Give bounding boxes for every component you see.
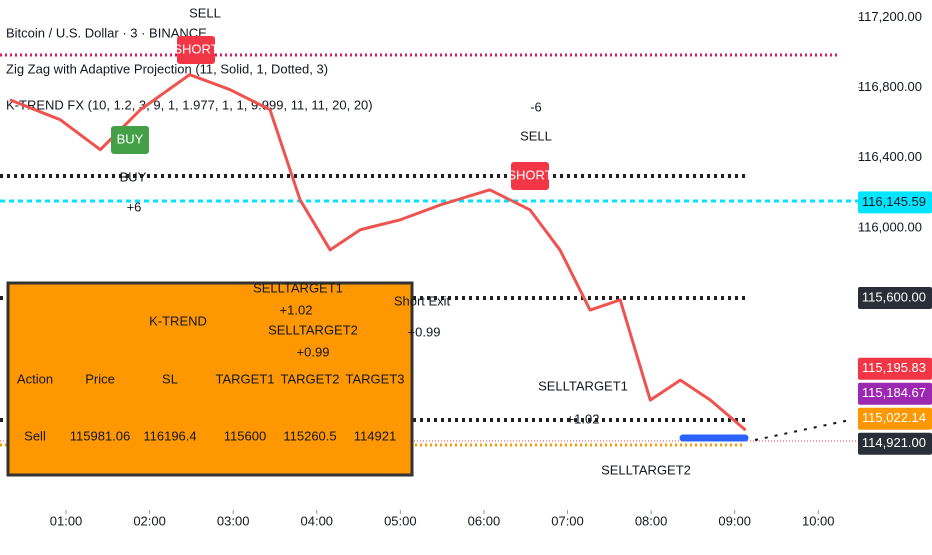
x-tick-label: 05:00 — [384, 513, 417, 528]
signal-label: SHORT — [507, 167, 552, 182]
table-header: TARGET3 — [346, 371, 405, 386]
x-tick-label: 02:00 — [133, 513, 166, 528]
table-header: Action — [17, 371, 53, 386]
signal-badge — [511, 162, 549, 190]
price-tag-label: 115,600.00 — [862, 289, 926, 304]
table-header: Price — [85, 371, 115, 386]
price-line — [9, 73, 747, 432]
price-tag: 115,600.00 — [858, 286, 932, 309]
price-tag-box — [858, 357, 932, 380]
table-cell: 114921 — [354, 428, 396, 443]
price-tag-label: 116,145.59 — [862, 194, 926, 209]
y-tick-label: 116,400.00 — [858, 149, 922, 164]
price-tag-box — [858, 432, 932, 455]
signal-label: SELL — [189, 5, 221, 20]
x-tick-label: 04:00 — [301, 513, 334, 528]
zigzag-projection — [754, 419, 851, 441]
signal-label: BUY — [117, 131, 144, 146]
x-tick-label: 08:00 — [635, 513, 668, 528]
table-title: K-TREND — [149, 313, 207, 328]
x-tick-label: 03:00 — [217, 513, 250, 528]
price-tag-box — [858, 382, 932, 405]
y-tick-label: 116,000.00 — [858, 219, 922, 234]
signal-label: SELLTARGET2 — [268, 322, 358, 337]
price-tag-label: 115,022.14 — [862, 410, 926, 425]
table-header: SL — [162, 371, 178, 386]
signal-label: Short Exit — [394, 293, 451, 308]
signal-label: SELLTARGET1 — [253, 280, 343, 295]
signal-label: BUY — [120, 169, 147, 184]
table-cell: 115981.06 — [70, 428, 131, 443]
signal-label: SHORT — [173, 41, 218, 56]
price-tag: 116,145.59 — [858, 191, 932, 214]
signal-label: SELL — [520, 128, 552, 143]
price-tag: 114,921.00 — [858, 432, 932, 455]
y-tick-label: 116,800.00 — [858, 79, 922, 94]
table-box — [6, 281, 414, 477]
indicator-label: K-TREND FX (10, 1.2, 3, 9, 1, 1.977, 1, … — [6, 97, 373, 112]
signal-label: -6 — [530, 99, 542, 114]
signal-label: +1.02 — [567, 411, 600, 426]
plot-area — [9, 73, 747, 432]
signal-badge — [111, 126, 149, 154]
price-tag: 115,184.67 — [858, 382, 932, 405]
x-tick-label: 01:00 — [50, 513, 83, 528]
price-tag-label: 115,184.67 — [862, 385, 926, 400]
table-cell: 115260.5 — [283, 428, 336, 443]
price-tag-label: 115,195.83 — [862, 360, 926, 375]
x-tick-label: 10:00 — [802, 513, 835, 528]
symbol-title: Bitcoin / U.S. Dollar · 3 · BINANCE — [6, 25, 207, 40]
price-tag-label: 114,921.00 — [862, 435, 926, 450]
signal-label: +6 — [127, 199, 142, 214]
signal-label: +0.99 — [297, 344, 330, 359]
y-tick-label: 117,200.00 — [858, 9, 922, 24]
table-cell: 116196.4 — [143, 428, 196, 443]
table-header: TARGET2 — [281, 371, 340, 386]
table-cell: Sell — [24, 428, 46, 443]
table-cell: 115600 — [224, 428, 266, 443]
price-tag: 115,195.83 — [858, 357, 932, 380]
signal-label: SELLTARGET2 — [601, 462, 691, 477]
x-tick-label: 09:00 — [718, 513, 751, 528]
signal-table: K-TREND Action Price SL TARGET1 TARGET2 TARGE… — [6, 281, 414, 477]
signal-badge — [177, 36, 215, 64]
indicator-label: Zig Zag with Adaptive Projection (11, So… — [6, 61, 328, 76]
x-tick-label: 06:00 — [468, 513, 501, 528]
price-tag-box — [858, 286, 932, 309]
price-tag-box — [858, 407, 932, 430]
x-tick-label: 07:00 — [551, 513, 584, 528]
signal-label: SELLTARGET1 — [538, 378, 628, 393]
table-header: TARGET1 — [216, 371, 275, 386]
price-tag-box — [858, 191, 932, 214]
signal-label: +1.02 — [280, 302, 313, 317]
signal-label: +0.99 — [408, 324, 441, 339]
price-tag: 115,022.14 — [858, 407, 932, 430]
